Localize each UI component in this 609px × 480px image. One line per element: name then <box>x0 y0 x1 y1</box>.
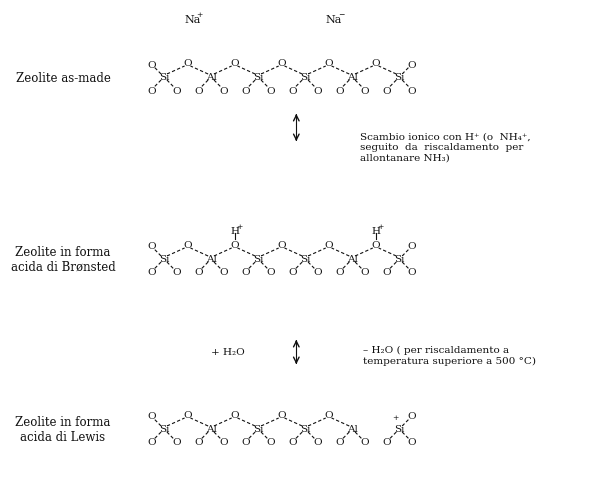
Text: O: O <box>172 86 181 96</box>
Text: O: O <box>288 86 297 96</box>
Text: O: O <box>382 268 391 277</box>
Text: O: O <box>230 60 239 68</box>
Text: Al: Al <box>206 255 216 264</box>
Text: O: O <box>277 241 286 250</box>
Text: O: O <box>277 411 286 420</box>
Text: Al: Al <box>347 255 357 264</box>
Text: O: O <box>288 268 297 277</box>
Text: O: O <box>335 268 343 277</box>
Text: O: O <box>147 438 155 446</box>
Text: H: H <box>230 227 239 236</box>
Text: O: O <box>230 241 239 250</box>
Text: Si: Si <box>159 73 169 83</box>
Text: O: O <box>335 86 343 96</box>
Text: O: O <box>361 438 369 446</box>
Text: O: O <box>194 86 203 96</box>
Text: O: O <box>172 268 181 277</box>
Text: + H₂O: + H₂O <box>211 348 245 357</box>
Text: −: − <box>338 11 345 19</box>
Text: – H₂O ( per riscaldamento a
temperatura superiore a 500 °C): – H₂O ( per riscaldamento a temperatura … <box>363 345 536 365</box>
Text: Si: Si <box>394 425 404 433</box>
Text: O: O <box>219 86 228 96</box>
Text: Al: Al <box>347 425 357 433</box>
Text: O: O <box>230 411 239 420</box>
Text: Si: Si <box>159 255 169 264</box>
Text: Si: Si <box>253 425 263 433</box>
Text: Si: Si <box>300 255 311 264</box>
Text: +: + <box>378 223 384 230</box>
Text: O: O <box>361 268 369 277</box>
Text: O: O <box>267 268 275 277</box>
Text: O: O <box>382 86 391 96</box>
Text: +: + <box>392 413 398 421</box>
Text: O: O <box>371 241 380 250</box>
Text: Al: Al <box>206 425 216 433</box>
Text: O: O <box>407 60 417 69</box>
Text: O: O <box>407 268 417 277</box>
Text: O: O <box>194 268 203 277</box>
Text: O: O <box>314 438 322 446</box>
Text: O: O <box>267 86 275 96</box>
Text: O: O <box>147 60 155 69</box>
Text: +: + <box>196 11 202 19</box>
Text: Zeolite in forma
acida di Lewis: Zeolite in forma acida di Lewis <box>15 415 111 443</box>
Text: Si: Si <box>253 255 263 264</box>
Text: Si: Si <box>394 73 404 83</box>
Text: Al: Al <box>206 73 216 83</box>
Text: O: O <box>183 411 192 420</box>
Text: O: O <box>407 86 417 96</box>
Text: O: O <box>241 438 250 446</box>
Text: O: O <box>147 86 155 96</box>
Text: O: O <box>183 60 192 68</box>
Text: O: O <box>314 268 322 277</box>
Text: O: O <box>183 241 192 250</box>
Text: Al: Al <box>347 73 357 83</box>
Text: Si: Si <box>394 255 404 264</box>
Text: Zeolite as-made: Zeolite as-made <box>16 72 110 84</box>
Text: +: + <box>236 223 242 230</box>
Text: O: O <box>219 268 228 277</box>
Text: O: O <box>407 242 417 251</box>
Text: Si: Si <box>300 73 311 83</box>
Text: H: H <box>371 227 380 236</box>
Text: O: O <box>382 438 391 446</box>
Text: O: O <box>194 438 203 446</box>
Text: O: O <box>325 60 333 68</box>
Text: Si: Si <box>253 73 263 83</box>
Text: O: O <box>314 86 322 96</box>
Text: O: O <box>277 60 286 68</box>
Text: O: O <box>407 412 417 420</box>
Text: Na: Na <box>325 15 342 25</box>
Text: Zeolite in forma
acida di Brønsted: Zeolite in forma acida di Brønsted <box>11 245 116 274</box>
Text: O: O <box>325 411 333 420</box>
Text: O: O <box>371 60 380 68</box>
Text: O: O <box>241 268 250 277</box>
Text: O: O <box>147 412 155 420</box>
Text: Na: Na <box>185 15 200 25</box>
Text: O: O <box>241 86 250 96</box>
Text: O: O <box>172 438 181 446</box>
Text: O: O <box>361 86 369 96</box>
Text: Scambio ionico con H⁺ (o  NH₄⁺,
seguito  da  riscaldamento  per
allontanare NH₃): Scambio ionico con H⁺ (o NH₄⁺, seguito d… <box>360 133 530 162</box>
Text: Si: Si <box>300 425 311 433</box>
Text: O: O <box>219 438 228 446</box>
Text: O: O <box>147 268 155 277</box>
Text: O: O <box>335 438 343 446</box>
Text: O: O <box>407 438 417 446</box>
Text: O: O <box>147 242 155 251</box>
Text: Si: Si <box>159 425 169 433</box>
Text: O: O <box>267 438 275 446</box>
Text: O: O <box>288 438 297 446</box>
Text: O: O <box>325 241 333 250</box>
